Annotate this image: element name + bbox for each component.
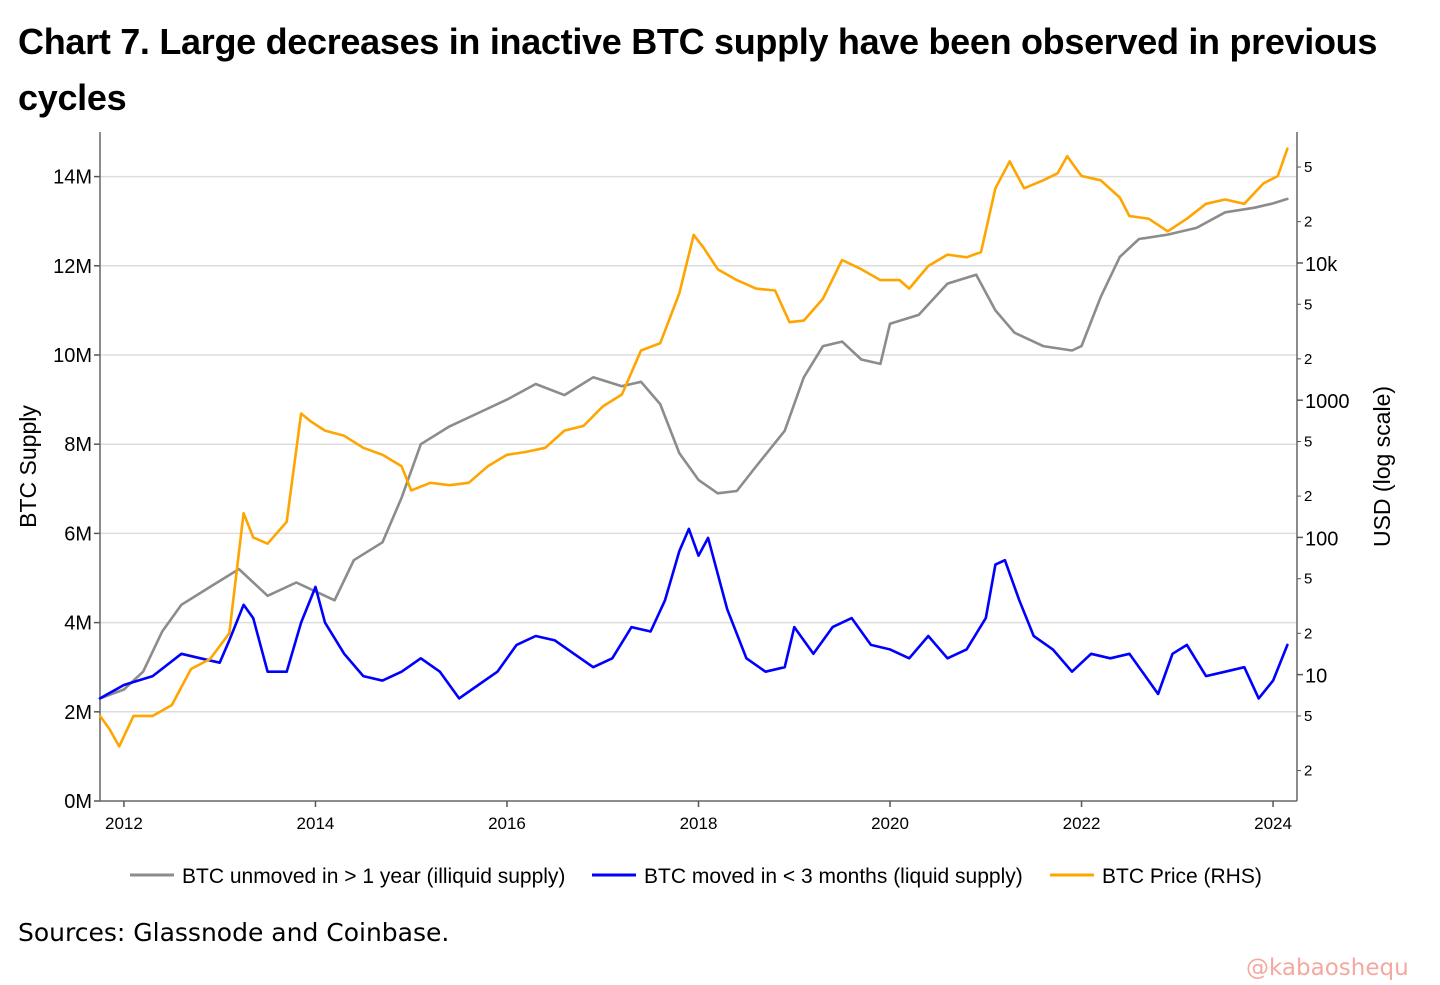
- left-axis-title: BTC Supply: [15, 405, 41, 528]
- x-tick-label: 2018: [680, 814, 718, 833]
- left-tick-label: 8M: [64, 434, 92, 456]
- x-tick-label: 2022: [1063, 814, 1101, 833]
- legend-label-3: BTC Price (RHS): [1102, 865, 1262, 888]
- right-minor-tick-label: 2: [1304, 763, 1312, 780]
- legend-label-1: BTC unmoved in > 1 year (illiquid supply…: [182, 865, 565, 888]
- right-tick-label: 10k: [1305, 254, 1338, 276]
- left-tick-label: 2M: [64, 702, 92, 724]
- gridlines: [100, 175, 1297, 713]
- liquid-supply-line: [98, 527, 1289, 700]
- watermark: @kabaoshequ: [1246, 955, 1409, 981]
- right-tick-label: 100: [1305, 528, 1338, 550]
- right-minor-tick-label: 2: [1304, 488, 1312, 505]
- x-tick-label: 2016: [488, 814, 526, 833]
- legend: BTC unmoved in > 1 year (illiquid supply…: [130, 865, 1262, 888]
- source-note: Sources: Glassnode and Coinbase.: [18, 918, 450, 947]
- left-tick-label: 4M: [64, 613, 92, 635]
- left-tick-label: 6M: [64, 523, 92, 545]
- right-minor-tick-label: 5: [1304, 159, 1312, 176]
- right-minor-tick-label: 2: [1304, 351, 1312, 368]
- right-tick-label: 1000: [1305, 391, 1350, 413]
- right-minor-tick-label: 2: [1304, 214, 1312, 231]
- x-tick-label: 2024: [1254, 814, 1292, 833]
- illiquid-supply-line: [98, 197, 1289, 700]
- axes: 0M 2M 4M 6M 8M 10M 12M 14M 2012 2014 2016 2018 2020 2…: [15, 132, 1395, 833]
- right-minor-tick-label: 5: [1304, 433, 1312, 450]
- x-tick-label: 2020: [871, 814, 909, 833]
- right-tick-label: 10: [1305, 666, 1327, 688]
- right-minor-tick-label: 5: [1304, 708, 1312, 725]
- right-minor-tick-label: 2: [1304, 625, 1312, 642]
- chart-title: Chart 7. Large decreases in inactive BTC…: [18, 21, 1378, 118]
- right-minor-tick-label: 5: [1304, 296, 1312, 313]
- x-tick-label: 2012: [105, 814, 143, 833]
- left-tick-label: 10M: [53, 345, 92, 367]
- x-tick-label: 2014: [297, 814, 335, 833]
- plot-lines: [98, 147, 1289, 748]
- left-tick-label: 14M: [53, 167, 92, 189]
- right-minor-tick-label: 5: [1304, 571, 1312, 588]
- legend-label-2: BTC moved in < 3 months (liquid supply): [644, 865, 1023, 888]
- left-tick-label: 0M: [64, 791, 92, 813]
- btc-price-line: [98, 147, 1289, 748]
- right-axis-title: USD (log scale): [1369, 386, 1395, 547]
- left-tick-label: 12M: [53, 256, 92, 278]
